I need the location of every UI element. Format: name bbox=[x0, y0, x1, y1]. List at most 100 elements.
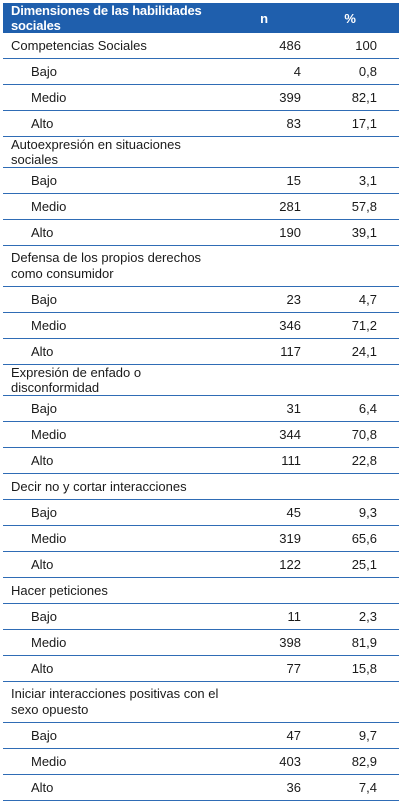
table-row: Bajo 4 0,8 bbox=[3, 58, 399, 85]
category-label: Defensa de los propios derechos como con… bbox=[3, 245, 227, 287]
count-cell: 83 bbox=[227, 110, 301, 137]
percent-cell: 4,7 bbox=[301, 286, 399, 313]
table-row: Medio 403 82,9 bbox=[3, 748, 399, 775]
table-row: Medio 281 57,8 bbox=[3, 193, 399, 220]
table-row: Alto 190 39,1 bbox=[3, 219, 399, 246]
percent-cell: 25,1 bbox=[301, 551, 399, 578]
percent-cell: 82,1 bbox=[301, 84, 399, 111]
category-row: Autoexpresión en situaciones sociales bbox=[3, 136, 399, 168]
count-cell: 36 bbox=[227, 774, 301, 801]
level-label: Bajo bbox=[3, 286, 227, 313]
level-label: Medio bbox=[3, 84, 227, 111]
level-label: Alto bbox=[3, 219, 227, 246]
table-row: Alto 111 22,8 bbox=[3, 447, 399, 474]
table-row: Medio 398 81,9 bbox=[3, 629, 399, 656]
count-cell: 4 bbox=[227, 58, 301, 85]
level-label: Alto bbox=[3, 655, 227, 682]
category-label: Hacer peticiones bbox=[3, 577, 227, 604]
table-body: Competencias Sociales 486 100 Bajo 4 0,8 Medio… bbox=[3, 33, 399, 801]
category-row: Expresión de enfado o disconformidad bbox=[3, 364, 399, 396]
header-row: Dimensiones de las habilidades sociales … bbox=[3, 3, 399, 33]
percent-cell: 39,1 bbox=[301, 219, 399, 246]
level-label: Bajo bbox=[3, 395, 227, 422]
count-cell: 344 bbox=[227, 421, 301, 448]
social-skills-table: Dimensiones de las habilidades sociales … bbox=[3, 3, 399, 801]
header-n: n bbox=[227, 3, 301, 33]
category-row: Hacer peticiones bbox=[3, 577, 399, 604]
count-cell: 111 bbox=[227, 447, 301, 474]
table-row: Bajo 31 6,4 bbox=[3, 395, 399, 422]
count-cell bbox=[227, 364, 301, 396]
count-cell: 190 bbox=[227, 219, 301, 246]
percent-cell: 100 bbox=[301, 33, 399, 59]
count-cell bbox=[227, 245, 301, 287]
table-row: Alto 36 7,4 bbox=[3, 774, 399, 801]
table-header: Dimensiones de las habilidades sociales … bbox=[3, 3, 399, 33]
count-cell: 45 bbox=[227, 499, 301, 526]
count-cell: 77 bbox=[227, 655, 301, 682]
percent-cell: 57,8 bbox=[301, 193, 399, 220]
percent-cell: 70,8 bbox=[301, 421, 399, 448]
table-row: Medio 344 70,8 bbox=[3, 421, 399, 448]
percent-cell: 6,4 bbox=[301, 395, 399, 422]
level-label: Medio bbox=[3, 748, 227, 775]
percent-cell bbox=[301, 136, 399, 168]
count-cell: 23 bbox=[227, 286, 301, 313]
category-row: Iniciar interacciones positivas con el s… bbox=[3, 681, 399, 723]
level-label: Medio bbox=[3, 629, 227, 656]
table-row: Bajo 47 9,7 bbox=[3, 722, 399, 749]
percent-cell: 15,8 bbox=[301, 655, 399, 682]
percent-cell: 9,7 bbox=[301, 722, 399, 749]
category-label: Expresión de enfado o disconformidad bbox=[3, 364, 227, 396]
table-row: Bajo 11 2,3 bbox=[3, 603, 399, 630]
level-label: Bajo bbox=[3, 499, 227, 526]
percent-cell: 24,1 bbox=[301, 338, 399, 365]
count-cell: 346 bbox=[227, 312, 301, 339]
percent-cell: 17,1 bbox=[301, 110, 399, 137]
percent-cell: 3,1 bbox=[301, 167, 399, 194]
count-cell bbox=[227, 577, 301, 604]
percent-cell: 2,3 bbox=[301, 603, 399, 630]
percent-cell bbox=[301, 245, 399, 287]
level-label: Medio bbox=[3, 193, 227, 220]
category-label: Autoexpresión en situaciones sociales bbox=[3, 136, 227, 168]
header-pct: % bbox=[301, 3, 399, 33]
level-label: Alto bbox=[3, 551, 227, 578]
level-label: Bajo bbox=[3, 167, 227, 194]
category-row: Competencias Sociales 486 100 bbox=[3, 33, 399, 59]
level-label: Medio bbox=[3, 525, 227, 552]
count-cell: 122 bbox=[227, 551, 301, 578]
count-cell bbox=[227, 681, 301, 723]
percent-cell: 7,4 bbox=[301, 774, 399, 801]
percent-cell: 9,3 bbox=[301, 499, 399, 526]
percent-cell bbox=[301, 681, 399, 723]
percent-cell: 82,9 bbox=[301, 748, 399, 775]
table-row: Alto 77 15,8 bbox=[3, 655, 399, 682]
count-cell bbox=[227, 136, 301, 168]
table-row: Alto 83 17,1 bbox=[3, 110, 399, 137]
table-row: Medio 346 71,2 bbox=[3, 312, 399, 339]
count-cell: 31 bbox=[227, 395, 301, 422]
percent-cell: 65,6 bbox=[301, 525, 399, 552]
percent-cell: 71,2 bbox=[301, 312, 399, 339]
level-label: Medio bbox=[3, 312, 227, 339]
category-row: Defensa de los propios derechos como con… bbox=[3, 245, 399, 287]
level-label: Alto bbox=[3, 338, 227, 365]
percent-cell bbox=[301, 364, 399, 396]
category-label: Decir no y cortar interacciones bbox=[3, 473, 227, 500]
percent-cell: 0,8 bbox=[301, 58, 399, 85]
count-cell: 281 bbox=[227, 193, 301, 220]
count-cell: 11 bbox=[227, 603, 301, 630]
table-row: Medio 399 82,1 bbox=[3, 84, 399, 111]
count-cell: 398 bbox=[227, 629, 301, 656]
level-label: Bajo bbox=[3, 722, 227, 749]
category-label: Iniciar interacciones positivas con el s… bbox=[3, 681, 227, 723]
count-cell: 47 bbox=[227, 722, 301, 749]
level-label: Alto bbox=[3, 110, 227, 137]
percent-cell bbox=[301, 577, 399, 604]
level-label: Alto bbox=[3, 774, 227, 801]
count-cell: 15 bbox=[227, 167, 301, 194]
percent-cell: 81,9 bbox=[301, 629, 399, 656]
level-label: Bajo bbox=[3, 603, 227, 630]
level-label: Alto bbox=[3, 447, 227, 474]
